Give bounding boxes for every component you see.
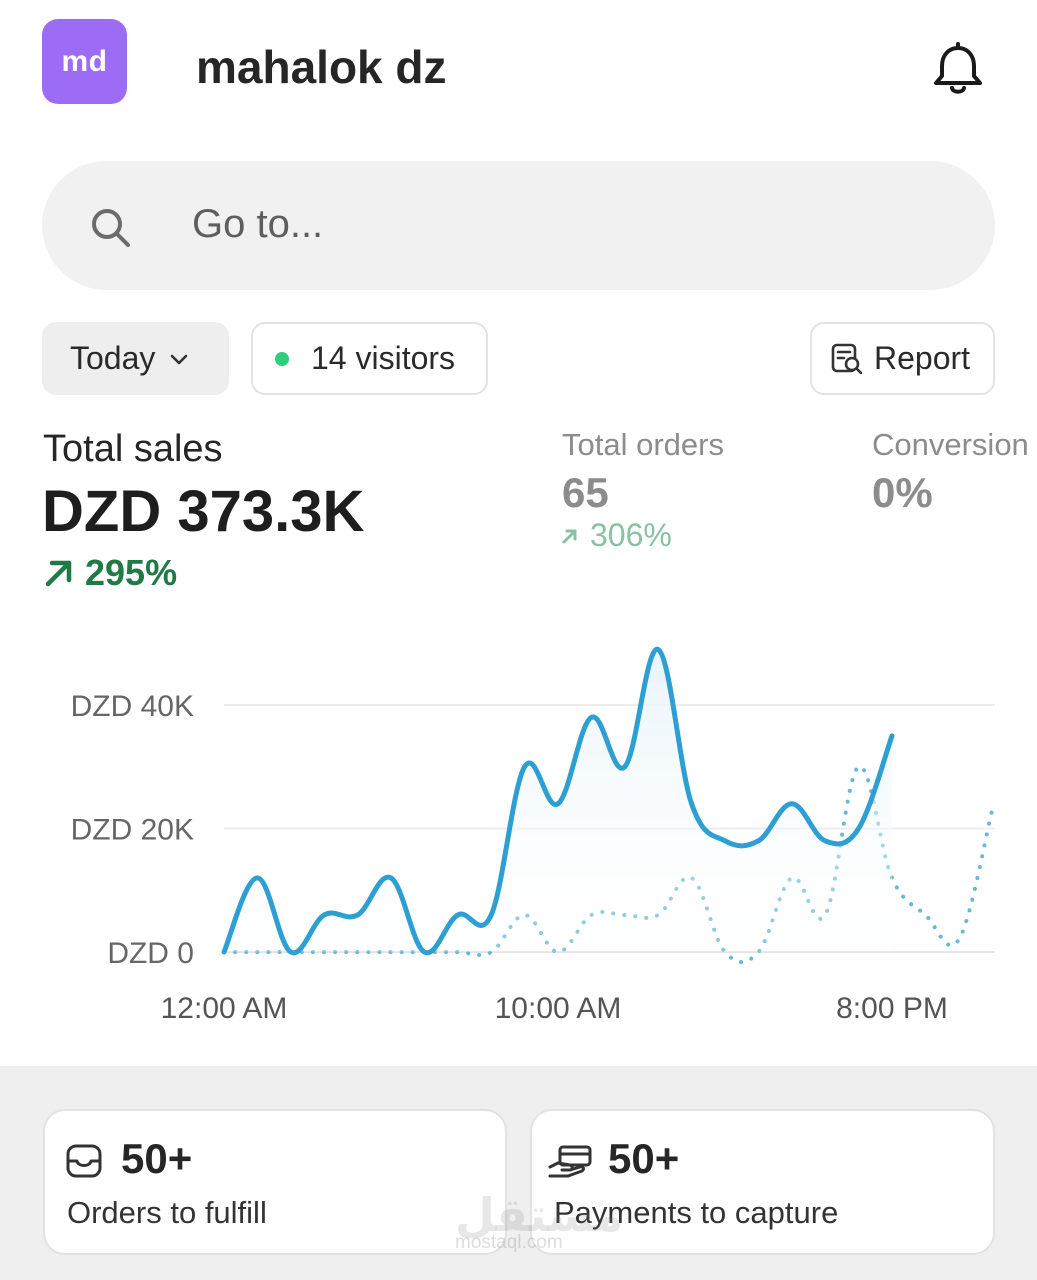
date-range-dropdown[interactable]: Today bbox=[42, 322, 229, 395]
orders-to-fulfill-label: Orders to fulfill bbox=[67, 1195, 267, 1230]
store-name[interactable]: mahalok dz bbox=[196, 41, 447, 93]
visitors-label: 14 visitors bbox=[311, 340, 456, 376]
live-dot-icon bbox=[275, 351, 289, 366]
y-axis: DZD 40K DZD 20K DZD 0 bbox=[71, 690, 194, 970]
arrow-up-right-icon bbox=[45, 560, 72, 587]
payments-to-capture-count: 50+ bbox=[608, 1135, 680, 1182]
chevron-down-icon bbox=[171, 354, 188, 364]
sales-chart: DZD 40K DZD 20K DZD 0 12:00 AM 10:00 AM 8:00… bbox=[71, 646, 995, 1025]
report-label: Report bbox=[874, 340, 971, 376]
conversion-label[interactable]: Conversion bbox=[872, 427, 1029, 462]
y-tick-label: DZD 20K bbox=[71, 814, 194, 847]
arrow-up-right-icon bbox=[562, 529, 577, 543]
total-orders-label[interactable]: Total orders bbox=[562, 427, 724, 462]
sales-series-line bbox=[221, 646, 895, 956]
watermark-logo: مستقل bbox=[455, 1189, 624, 1241]
x-tick-label: 10:00 AM bbox=[495, 992, 622, 1025]
payments-to-capture-card[interactable]: 50+ Payments to capture bbox=[530, 1109, 995, 1255]
total-orders-change: 306% bbox=[560, 517, 672, 554]
series-area-fill bbox=[224, 649, 892, 953]
app-header: md mahalok dz bbox=[0, 0, 1037, 130]
orders-to-fulfill-card[interactable]: 50+ Orders to fulfill bbox=[43, 1109, 507, 1255]
search-placeholder: Go to... bbox=[192, 202, 324, 246]
conversion-value: 0% bbox=[872, 469, 933, 516]
report-search-icon bbox=[831, 343, 863, 374]
store-avatar[interactable]: md bbox=[42, 19, 127, 104]
x-axis: 12:00 AM 10:00 AM 8:00 PM bbox=[161, 992, 948, 1025]
y-tick-label: DZD 40K bbox=[71, 690, 194, 723]
payments-to-capture-label: Payments to capture bbox=[554, 1195, 839, 1230]
total-sales-value: DZD 373.3K bbox=[42, 479, 365, 544]
inbox-icon bbox=[66, 1144, 102, 1178]
search-bar[interactable] bbox=[42, 161, 995, 290]
watermark-url: mostaql.com bbox=[455, 1232, 563, 1253]
total-orders-value: 65 bbox=[562, 469, 609, 516]
x-tick-label: 12:00 AM bbox=[161, 992, 288, 1025]
x-tick-label: 8:00 PM bbox=[836, 992, 948, 1025]
bell-icon[interactable] bbox=[928, 38, 988, 98]
total-sales-change: 295% bbox=[43, 552, 177, 594]
total-orders-change-value: 306% bbox=[590, 517, 672, 553]
total-sales-label: Total sales bbox=[43, 428, 223, 470]
payment-hand-icon bbox=[548, 1145, 592, 1178]
report-button[interactable]: Report bbox=[810, 322, 995, 395]
avatar-initials: md bbox=[61, 44, 108, 78]
search-icon bbox=[92, 209, 130, 247]
total-sales-change-value: 295% bbox=[85, 552, 178, 593]
chart-series bbox=[221, 646, 995, 964]
date-range-label: Today bbox=[70, 340, 156, 376]
orders-to-fulfill-count: 50+ bbox=[121, 1135, 193, 1182]
live-visitors-button[interactable]: 14 visitors bbox=[251, 322, 488, 395]
y-tick-label: DZD 0 bbox=[107, 937, 194, 970]
